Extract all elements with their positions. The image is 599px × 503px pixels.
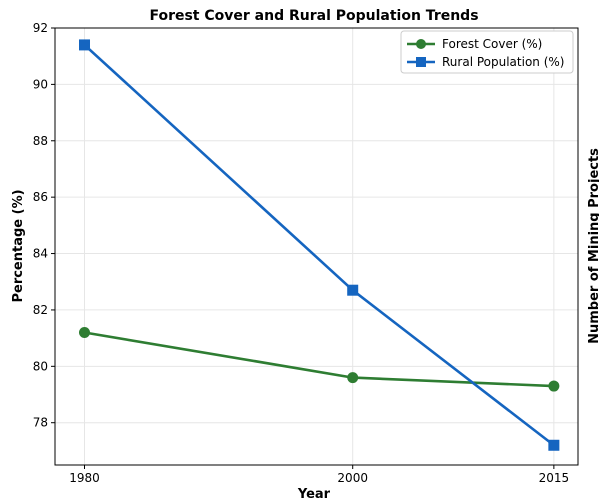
series-layer — [79, 39, 560, 451]
x-axis-title: Year — [297, 487, 331, 502]
y-tick-label: 82 — [33, 303, 48, 317]
x-tick-label: 1980 — [69, 471, 100, 485]
y2-axis-title: Number of Mining Projects — [587, 148, 599, 344]
data-point-marker — [79, 326, 91, 338]
y-tick-label: 80 — [33, 359, 48, 373]
y-axis-ticks: 78 80 82 84 86 88 90 92 — [33, 21, 55, 430]
data-point-marker — [548, 439, 560, 451]
legend: Forest Cover (%) Rural Population (%) — [400, 30, 574, 74]
data-point-marker — [548, 380, 560, 392]
x-axis-ticks: 1980 2000 2015 — [69, 465, 569, 485]
gridlines — [55, 27, 578, 465]
y-tick-label: 90 — [33, 77, 48, 91]
y-tick-label: 78 — [33, 416, 48, 430]
x-tick-label: 2015 — [539, 471, 570, 485]
plot-frame — [54, 27, 579, 466]
legend-marker — [416, 39, 426, 49]
legend-marker — [416, 57, 426, 67]
data-point-marker — [79, 39, 91, 51]
y-tick-label: 92 — [33, 21, 48, 35]
data-point-marker — [347, 372, 359, 384]
y-tick-label: 84 — [33, 247, 48, 261]
legend-label: Forest Cover (%) — [442, 37, 542, 51]
series-line-0 — [84, 331, 554, 388]
series-line-1 — [83, 43, 555, 447]
y-axis-title: Percentage (%) — [11, 189, 26, 302]
data-point-marker — [347, 284, 359, 296]
y-tick-label: 86 — [33, 190, 48, 204]
chart-title: Forest Cover and Rural Population Trends — [149, 8, 478, 24]
legend-box — [400, 30, 574, 74]
x-tick-label: 2000 — [337, 471, 368, 485]
legend-label: Rural Population (%) — [442, 55, 564, 69]
y-tick-label: 88 — [33, 134, 48, 148]
